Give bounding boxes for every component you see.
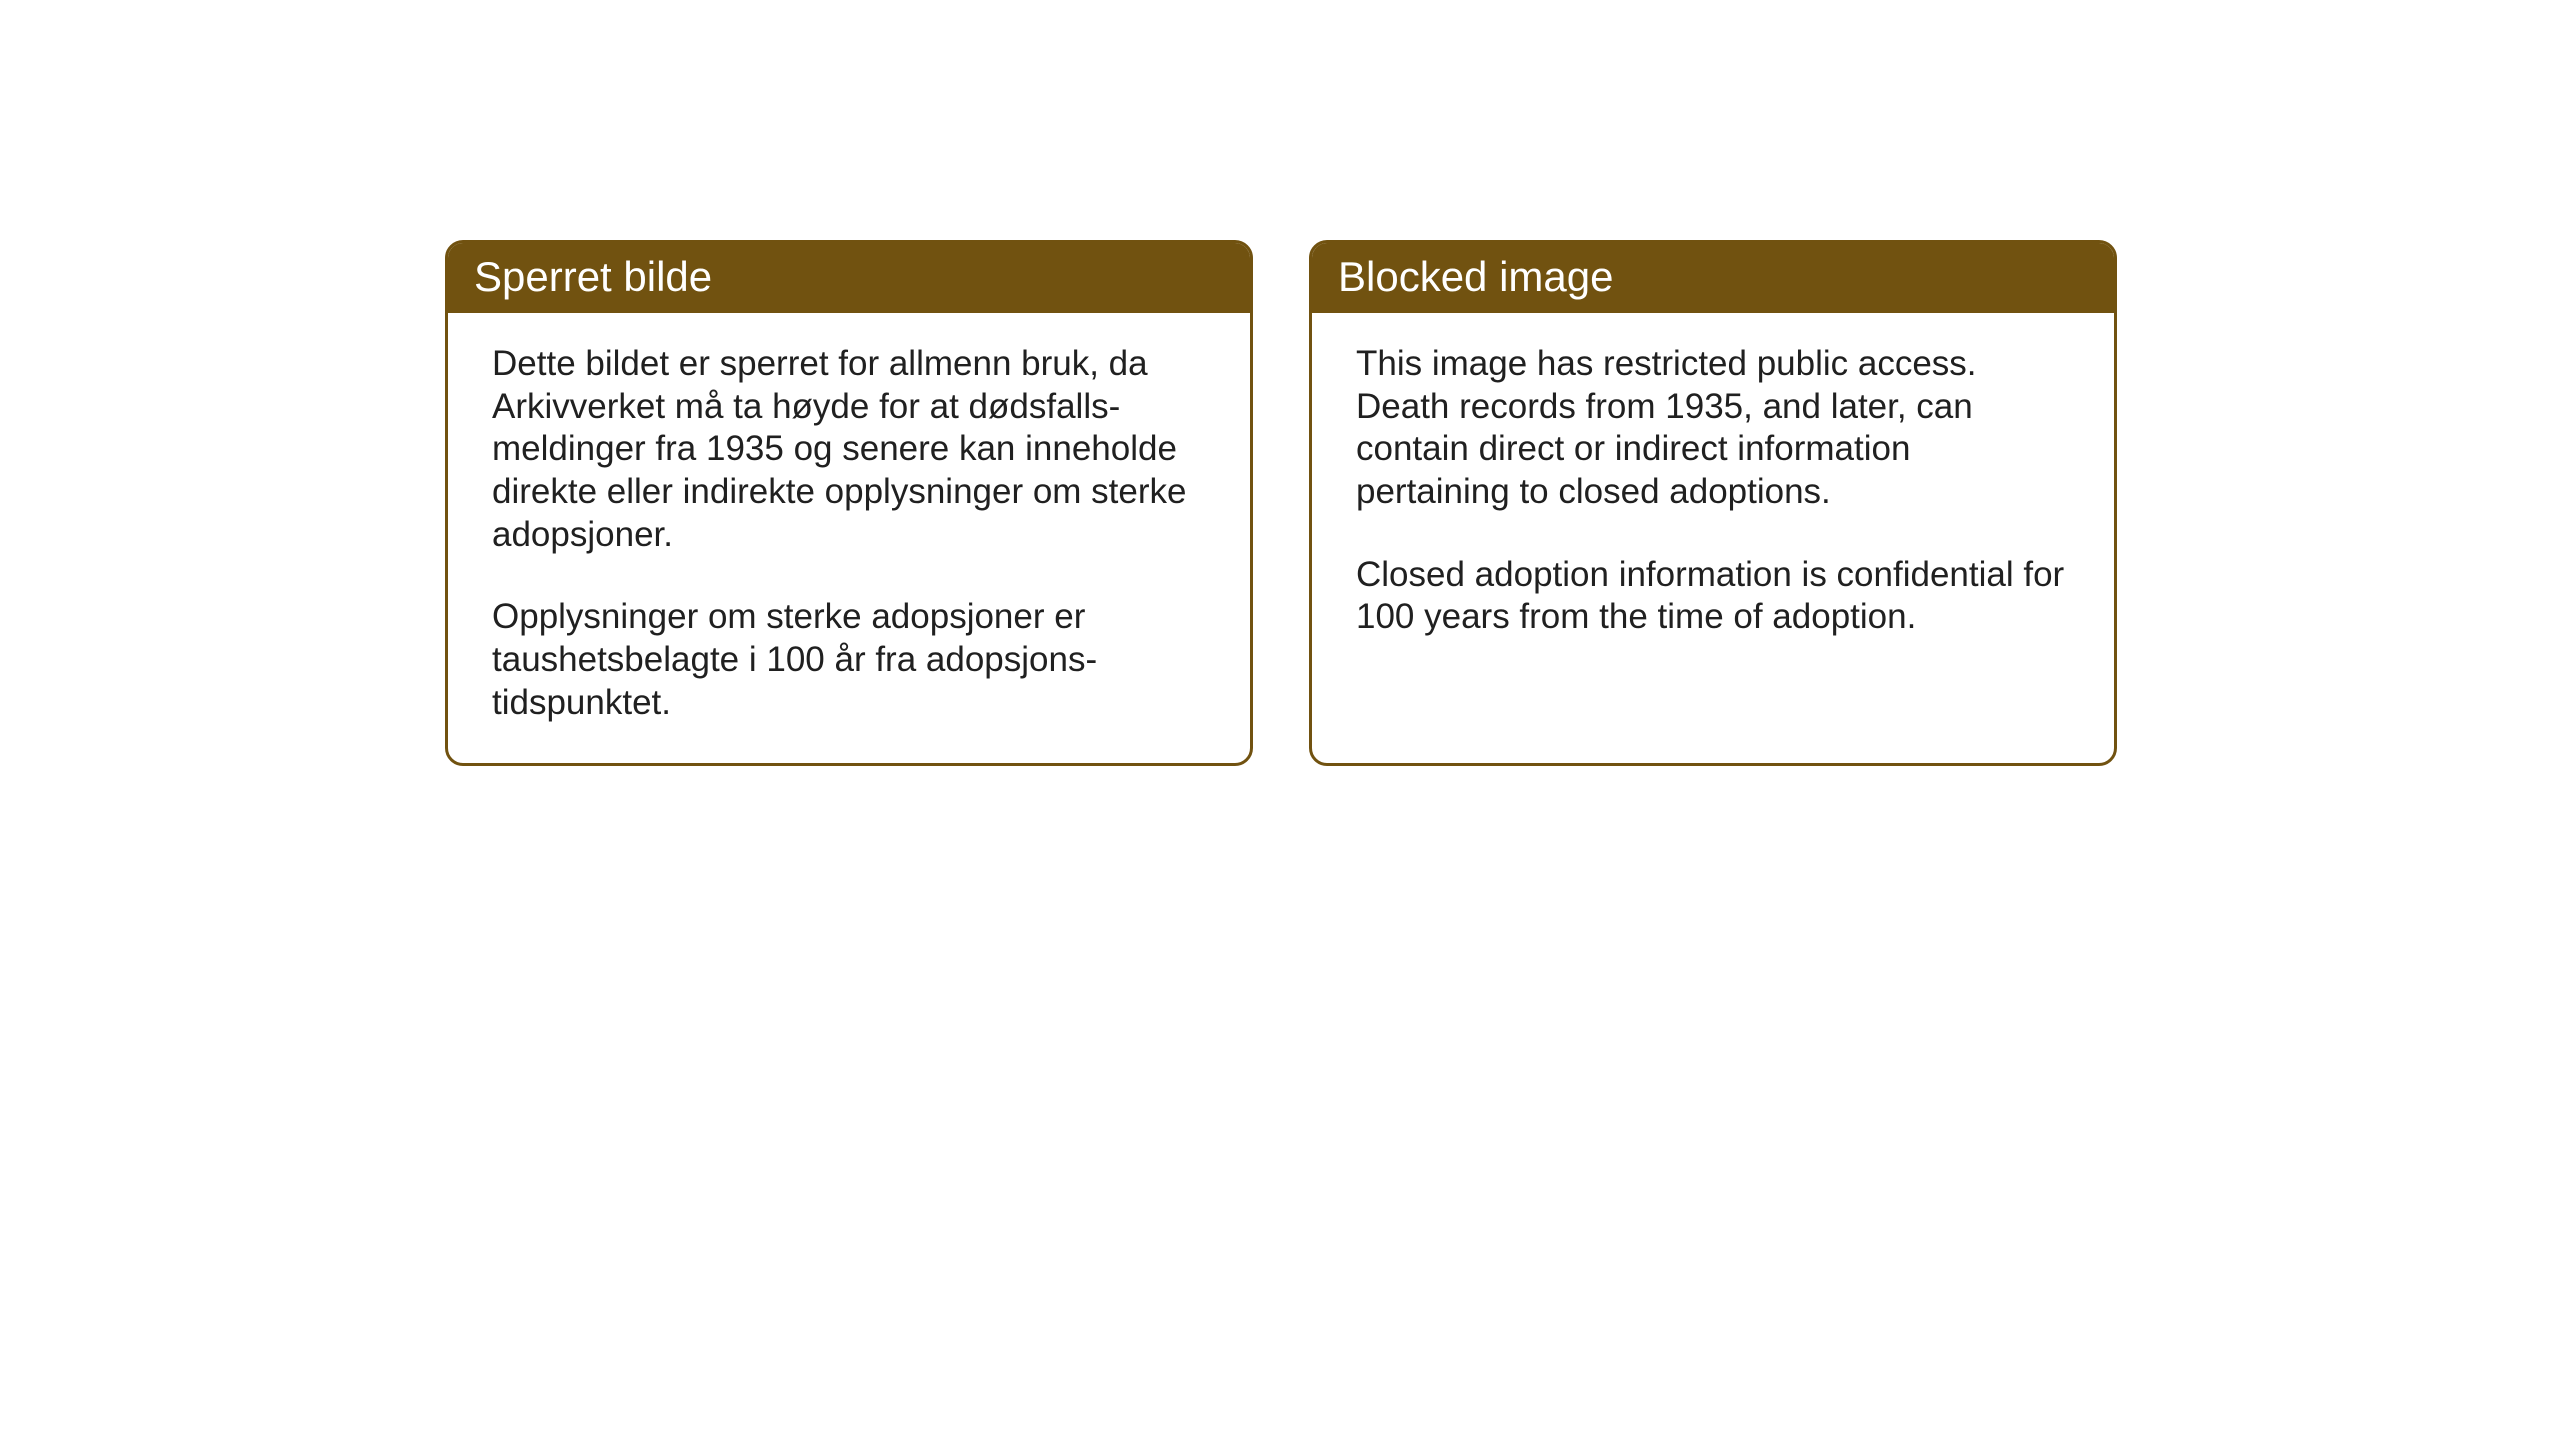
card-para1-norwegian: Dette bildet er sperret for allmenn bruk… — [492, 343, 1206, 556]
card-para2-norwegian: Opplysninger om sterke adopsjoner er tau… — [492, 596, 1206, 724]
card-title-norwegian: Sperret bilde — [474, 253, 712, 300]
card-title-english: Blocked image — [1338, 253, 1613, 300]
card-header-norwegian: Sperret bilde — [448, 243, 1250, 313]
card-body-norwegian: Dette bildet er sperret for allmenn bruk… — [448, 313, 1250, 763]
card-para1-english: This image has restricted public access.… — [1356, 343, 2070, 514]
card-body-english: This image has restricted public access.… — [1312, 313, 2114, 759]
card-header-english: Blocked image — [1312, 243, 2114, 313]
card-para2-english: Closed adoption information is confident… — [1356, 554, 2070, 639]
notice-container: Sperret bilde Dette bildet er sperret fo… — [445, 240, 2117, 766]
notice-card-english: Blocked image This image has restricted … — [1309, 240, 2117, 766]
notice-card-norwegian: Sperret bilde Dette bildet er sperret fo… — [445, 240, 1253, 766]
